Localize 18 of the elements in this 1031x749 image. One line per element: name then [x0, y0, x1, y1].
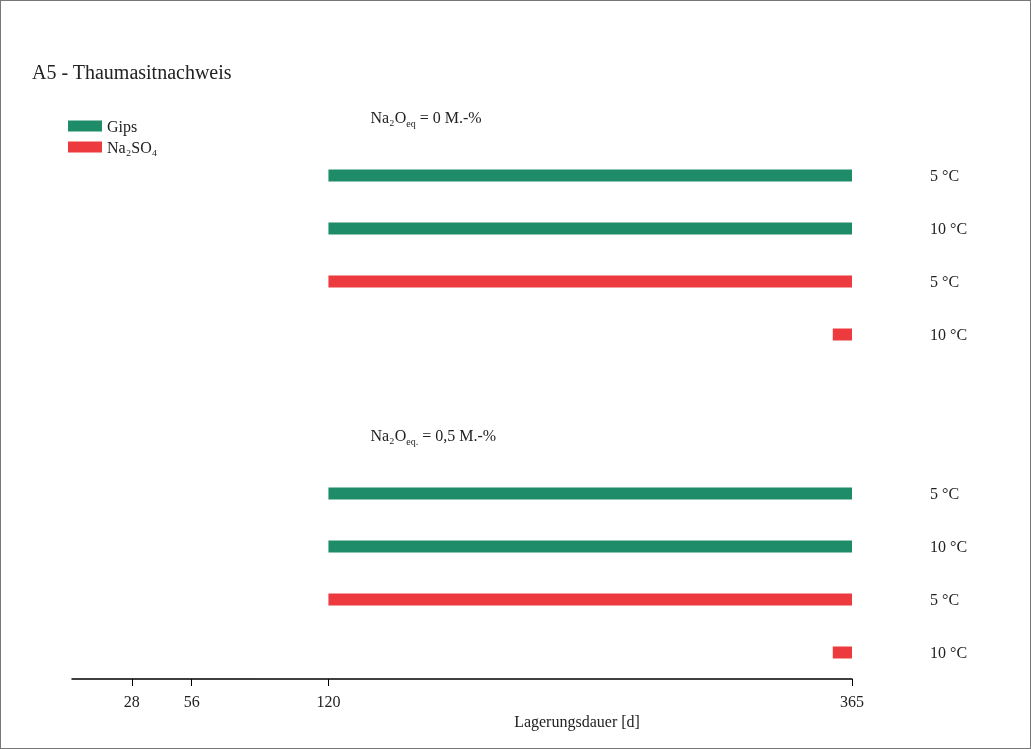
y-tick-label: 5 °C	[930, 485, 960, 502]
y-tick-label: 5 °C	[930, 591, 960, 608]
y-tick-label: 5 °C	[930, 167, 960, 184]
y-tick-label: 10 °C	[930, 326, 968, 343]
chart-title: A5 - Thaumasitnachweis	[32, 61, 232, 83]
y-tick-label: 5 °C	[930, 273, 960, 290]
x-tick-label: 56	[183, 692, 200, 710]
y-tick-label: 10 °C	[930, 644, 968, 661]
legend-label: Na₂SO₄	[107, 138, 158, 156]
y-tick-label: 10 °C	[930, 538, 968, 555]
y-tick-label: 10 °C	[930, 220, 968, 237]
annotation: Na₂O$_{eq}$ = 0 M.-%	[370, 108, 482, 129]
x-tick-label: 28	[123, 692, 140, 710]
x-tick-label: 120	[316, 692, 341, 710]
x-axis-title: Lagerungsdauer [d]	[514, 713, 640, 732]
legend-label: Gips	[107, 117, 138, 136]
x-tick-label: 365	[840, 692, 864, 710]
annotation: Na₂O$_{eq.}$ = 0,5 M.-%	[370, 426, 497, 447]
